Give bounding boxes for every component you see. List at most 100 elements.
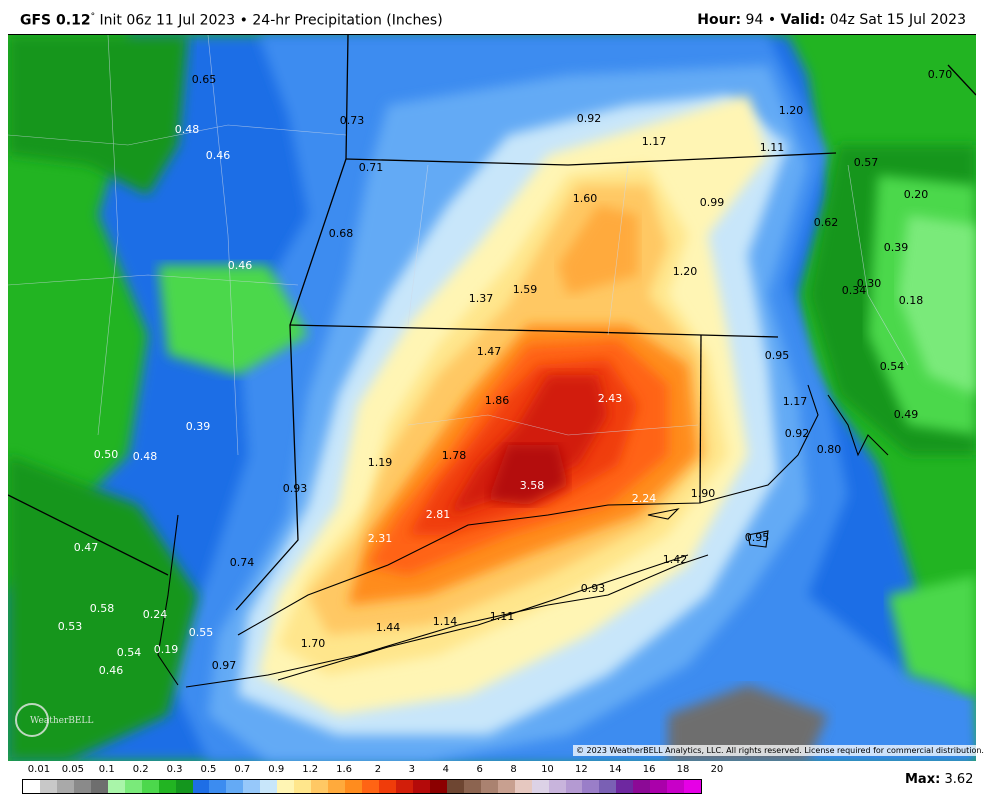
precip-fill [8, 35, 976, 761]
precip-value-label: 0.39 [884, 241, 909, 254]
legend-swatch [277, 780, 295, 793]
precip-value-label: 0.80 [817, 443, 842, 456]
precip-value-label: 0.92 [577, 112, 602, 125]
precip-value-label: 0.62 [814, 216, 839, 229]
precip-value-label: 0.39 [186, 420, 211, 433]
model-name: GFS 0.12 [20, 12, 91, 29]
legend-tick-label: 0.1 [98, 764, 115, 775]
max-value: Max: 3.62 [905, 772, 974, 787]
precip-value-label: 0.97 [212, 659, 237, 672]
init-time: Init 06z 11 Jul 2023 [99, 12, 236, 29]
precip-value-label: 1.37 [469, 292, 494, 305]
legend-tick-label: 20 [710, 764, 724, 775]
precip-value-label: 0.71 [359, 161, 384, 174]
state-borders [8, 35, 976, 611]
precip-value-label: 1.78 [442, 449, 467, 462]
legend-swatch [379, 780, 396, 793]
precip-value-label: 0.48 [175, 123, 200, 136]
precipitation-map[interactable]: 0.65 0.48 0.46 0.73 0.71 0.92 1.17 1.20 1.11 0.70… [8, 34, 976, 761]
header-title: GFS 0.12° Init 06z 11 Jul 2023 • 24-hr P… [20, 12, 443, 29]
copyright-notice: © 2023 WeatherBELL Analytics, LLC. All r… [573, 745, 984, 756]
legend-swatch [158, 780, 176, 793]
precip-value-label: 2.81 [426, 508, 451, 521]
precip-value-label: 0.65 [192, 73, 217, 86]
legend-swatch [582, 780, 600, 793]
color-scale-legend: 0.01 0.05 0.1 0.2 0.3 0.5 0.7 0.9 1.2 1.6 2 3 4 6 8 10 1… [22, 764, 723, 804]
legend-swatch [260, 780, 278, 793]
precip-value-label: 1.60 [573, 192, 598, 205]
legend-swatch [56, 780, 74, 793]
precip-value-label: 0.46 [228, 259, 253, 272]
legend-tick-label: 0.3 [166, 764, 183, 775]
legend-swatch [650, 780, 668, 793]
legend-swatch [226, 780, 244, 793]
legend-tick-label: 2 [374, 764, 382, 775]
legend-tick-label: 0.9 [268, 764, 285, 775]
legend-swatch [192, 780, 210, 793]
precip-value-label: 0.24 [143, 608, 168, 621]
legend-swatch [412, 780, 430, 793]
precip-value-label: 0.48 [133, 450, 158, 463]
legend-tick-label: 0.7 [234, 764, 251, 775]
precip-value-label: 0.19 [154, 643, 179, 656]
legend-swatch [294, 780, 312, 793]
precip-value-label: 0.34 [842, 284, 867, 297]
precip-value-label: 0.93 [283, 482, 308, 495]
precip-value-label: 2.24 [632, 492, 657, 505]
legend-swatch [328, 780, 346, 793]
legend-swatch [446, 780, 464, 793]
map-header: GFS 0.12° Init 06z 11 Jul 2023 • 24-hr P… [0, 0, 984, 34]
precip-value-label: 1.42 [663, 553, 688, 566]
legend-swatch [497, 780, 515, 793]
precip-value-label: 1.11 [490, 610, 515, 623]
legend-swatch [209, 780, 227, 793]
precip-value-label: 1.70 [301, 637, 326, 650]
precip-value-label: 0.54 [880, 360, 905, 373]
precip-value-label: 0.47 [74, 541, 99, 554]
legend-swatch [23, 780, 40, 793]
svg-text:WeatherBELL: WeatherBELL [30, 716, 93, 726]
legend-swatch [531, 780, 549, 793]
legend-tick-label: 1.6 [336, 764, 352, 775]
precip-value-label: 0.70 [928, 68, 953, 81]
legend-swatch [124, 780, 142, 793]
weatherbell-logo: WeatherBELL [12, 700, 100, 740]
coastline [157, 384, 889, 688]
legend-swatch [311, 780, 329, 793]
precip-value-label: 1.17 [642, 135, 667, 148]
precip-value-label: 0.54 [117, 646, 142, 659]
legend-tick-label: 0.2 [132, 764, 149, 775]
legend-swatch [90, 780, 108, 793]
precip-value-label: 0.46 [206, 149, 231, 162]
legend-swatch [243, 780, 261, 793]
precip-value-label: 1.90 [691, 487, 716, 500]
legend-tick-label: 18 [676, 764, 690, 775]
precip-value-label: 0.53 [58, 620, 83, 633]
precip-value-label: 0.58 [90, 602, 115, 615]
precip-value-label: 0.30 [857, 277, 882, 290]
precip-value-label: 0.49 [894, 408, 919, 421]
legend-swatch [684, 780, 702, 793]
precip-value-label: 0.92 [785, 427, 810, 440]
precip-value-label: 0.46 [99, 664, 124, 677]
legend-swatch [395, 780, 413, 793]
precip-value-label: 1.86 [485, 394, 510, 407]
legend-swatch [463, 780, 481, 793]
legend-tick-label: 14 [608, 764, 622, 775]
legend-swatch [616, 780, 634, 793]
legend-swatch [480, 780, 498, 793]
legend-swatch [39, 780, 57, 793]
legend-tick-label: 1.2 [302, 764, 319, 775]
precip-value-label: 0.99 [700, 196, 725, 209]
precip-value-label: 0.95 [765, 349, 790, 362]
legend-tick-label: 0.05 [61, 764, 84, 775]
precip-value-label: 0.95 [745, 531, 770, 544]
valid-time: 04z Sat 15 Jul 2023 [829, 12, 966, 28]
precip-value-label: 0.50 [94, 448, 119, 461]
precip-value-label: 1.47 [477, 345, 502, 358]
legend-swatch [599, 780, 617, 793]
precip-value-label: 1.11 [760, 141, 785, 154]
legend-tick-label: 0.5 [200, 764, 217, 775]
precip-value-label: 0.73 [340, 114, 365, 127]
precip-value-label: 1.17 [783, 395, 808, 408]
